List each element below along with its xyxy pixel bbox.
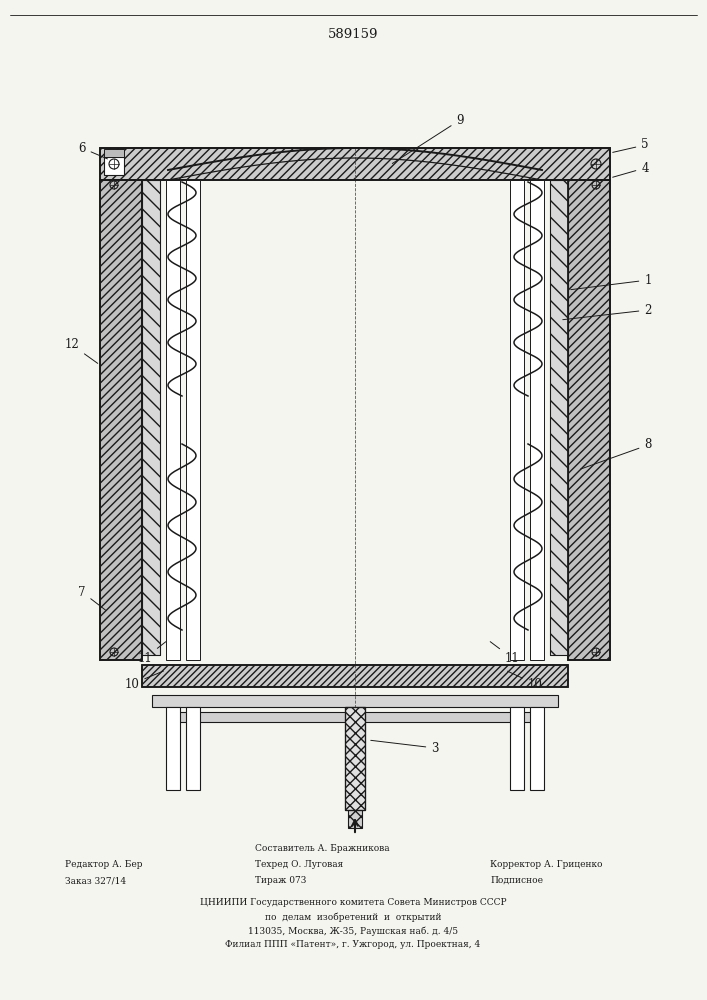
- Bar: [152, 695, 558, 707]
- Text: 12: 12: [64, 338, 98, 363]
- Text: 10: 10: [508, 671, 542, 690]
- Bar: [104, 157, 124, 175]
- Text: 3: 3: [370, 740, 439, 754]
- Bar: [142, 665, 568, 687]
- Bar: [348, 810, 362, 828]
- Text: 6: 6: [78, 141, 107, 159]
- Bar: [510, 180, 524, 660]
- Bar: [186, 180, 200, 660]
- Bar: [166, 180, 180, 660]
- Text: по  делам  изобретений  и  открытий: по делам изобретений и открытий: [264, 912, 441, 922]
- Text: 1: 1: [571, 273, 652, 290]
- Bar: [100, 180, 142, 660]
- Text: 11: 11: [490, 642, 520, 664]
- Text: Составитель А. Бражникова: Составитель А. Бражникова: [255, 844, 390, 853]
- Bar: [100, 180, 142, 660]
- Bar: [530, 707, 544, 790]
- Text: Тираж 073: Тираж 073: [255, 876, 306, 885]
- Text: Заказ 327/14: Заказ 327/14: [65, 876, 126, 885]
- Bar: [142, 665, 568, 687]
- Text: 2: 2: [563, 304, 652, 320]
- Bar: [166, 707, 180, 790]
- Bar: [568, 180, 610, 660]
- Bar: [345, 707, 365, 810]
- Bar: [550, 180, 568, 655]
- Text: 4: 4: [613, 161, 649, 177]
- Bar: [142, 180, 160, 655]
- Text: 8: 8: [580, 438, 652, 469]
- Text: Филиал ППП «Патент», г. Ужгород, ул. Проектная, 4: Филиал ППП «Патент», г. Ужгород, ул. Про…: [226, 940, 481, 949]
- Text: 10: 10: [124, 671, 163, 690]
- Bar: [186, 707, 200, 790]
- Text: Редактор А. Бер: Редактор А. Бер: [65, 860, 143, 869]
- Bar: [104, 149, 124, 157]
- Text: ЦНИИПИ Государственного комитета Совета Министров СССР: ЦНИИПИ Государственного комитета Совета …: [199, 898, 506, 907]
- Bar: [142, 180, 160, 655]
- Text: 7: 7: [78, 585, 106, 610]
- Bar: [100, 148, 610, 180]
- Bar: [100, 148, 610, 180]
- Bar: [530, 180, 544, 660]
- Text: 5: 5: [613, 138, 649, 152]
- Bar: [510, 707, 524, 790]
- Bar: [550, 180, 568, 655]
- Text: 9: 9: [392, 113, 464, 163]
- Text: 589159: 589159: [328, 28, 378, 41]
- Text: 11: 11: [138, 642, 166, 664]
- Text: Подписное: Подписное: [490, 876, 543, 885]
- Text: 113035, Москва, Ж-35, Раушская наб. д. 4/5: 113035, Москва, Ж-35, Раушская наб. д. 4…: [248, 926, 458, 936]
- Text: Корректор А. Гриценко: Корректор А. Гриценко: [490, 860, 602, 869]
- Bar: [568, 180, 610, 660]
- Bar: [345, 707, 365, 810]
- Bar: [167, 712, 543, 722]
- Text: Техред О. Луговая: Техред О. Луговая: [255, 860, 344, 869]
